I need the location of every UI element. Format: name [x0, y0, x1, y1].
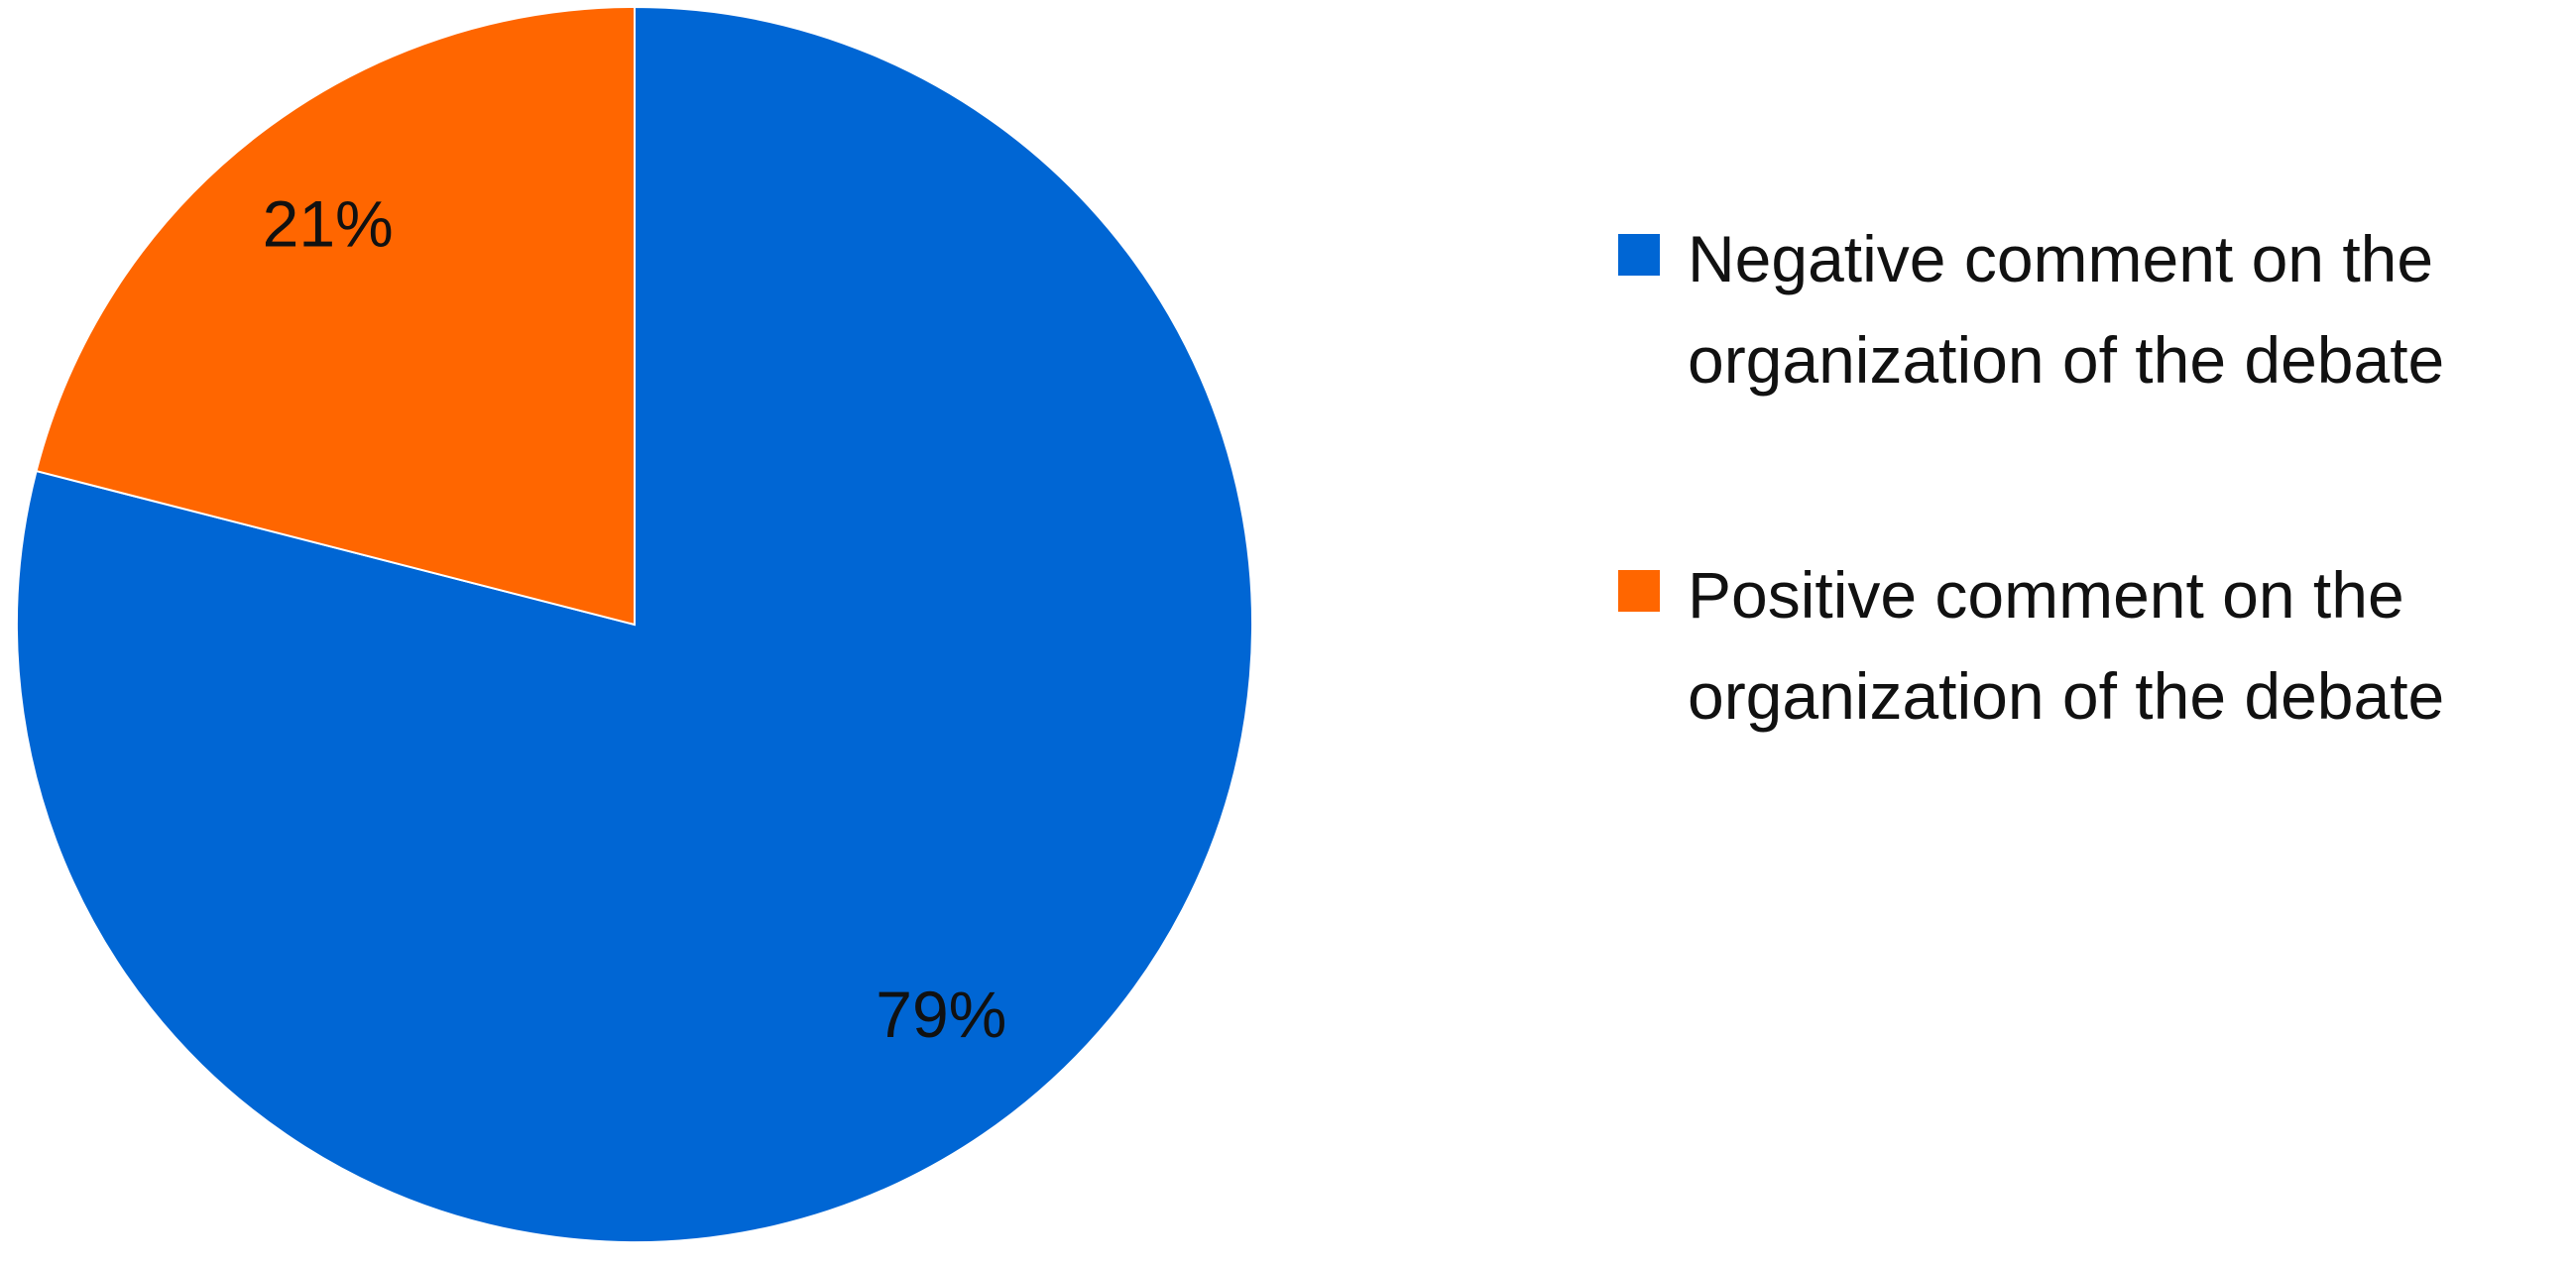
legend-label: Negative comment on the organization of …	[1688, 222, 2445, 397]
legend-swatch	[1618, 570, 1660, 612]
legend-label: Positive comment on the organization of …	[1688, 558, 2445, 733]
legend-swatch	[1618, 234, 1660, 276]
pie-slice	[35, 5, 636, 627]
value-label: 79%	[876, 978, 1006, 1051]
legend-item: Positive comment on the organization of …	[1618, 544, 2511, 747]
legend: Negative comment on the organization of …	[1618, 208, 2511, 880]
pie-chart: 79% 21%	[16, 5, 1253, 1243]
value-label: 21%	[263, 187, 394, 261]
legend-item: Negative comment on the organization of …	[1618, 208, 2511, 410]
